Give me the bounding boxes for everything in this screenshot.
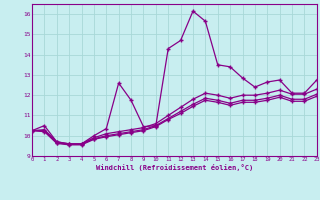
X-axis label: Windchill (Refroidissement éolien,°C): Windchill (Refroidissement éolien,°C): [96, 164, 253, 171]
